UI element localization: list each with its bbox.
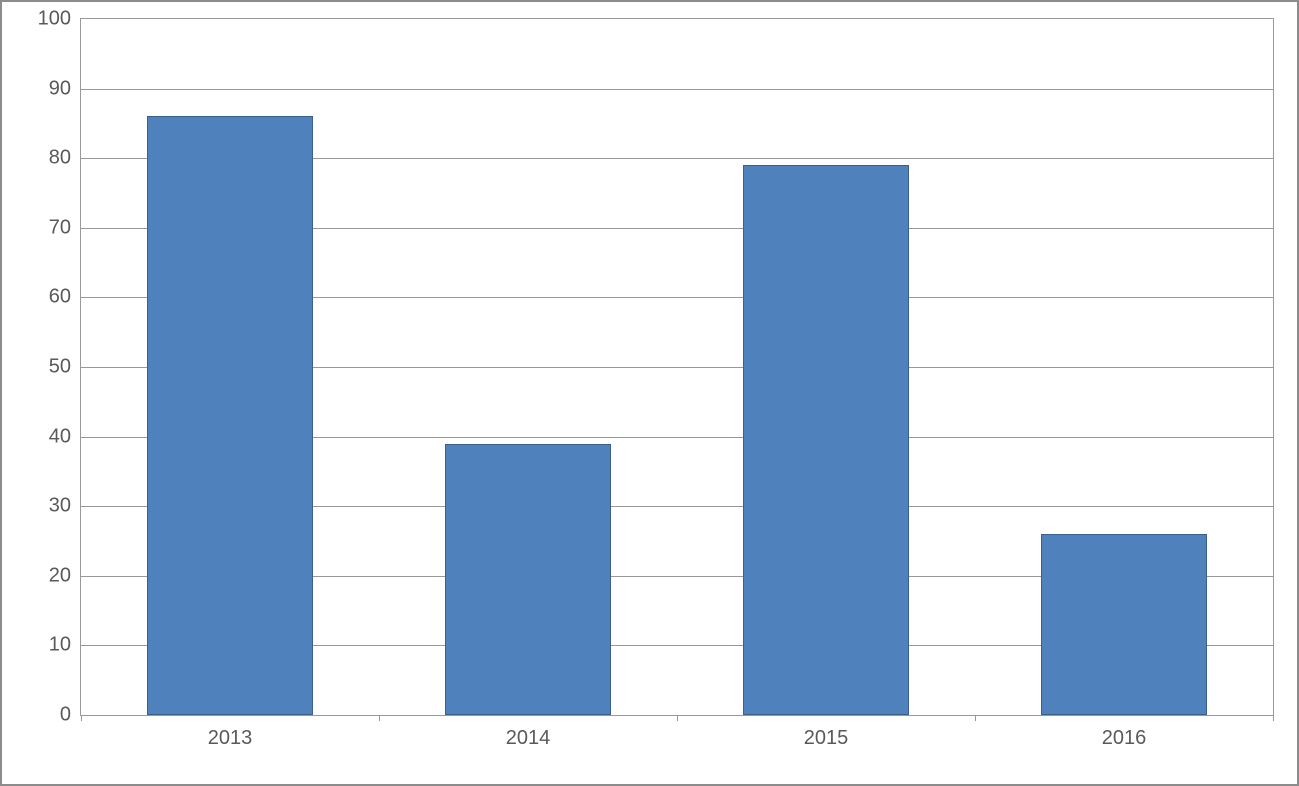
- y-tick-label: 80: [49, 147, 71, 170]
- x-tick-mark: [81, 715, 82, 721]
- x-tick-mark: [1273, 715, 1274, 721]
- x-tick-mark: [677, 715, 678, 721]
- y-tick-label: 10: [49, 634, 71, 657]
- y-tick-label: 50: [49, 356, 71, 379]
- chart-container: 0 10 20 30 40 50 60 70 80 90 100 2013 2014 2015 2016: [0, 0, 1299, 786]
- y-tick-label: 20: [49, 564, 71, 587]
- y-tick-label: 90: [49, 77, 71, 100]
- y-tick-label: 40: [49, 425, 71, 448]
- bar: [1041, 534, 1208, 715]
- x-tick-mark: [379, 715, 380, 721]
- x-tick-label: 2015: [804, 727, 849, 750]
- x-tick-label: 2013: [208, 727, 253, 750]
- y-tick-label: 60: [49, 286, 71, 309]
- gridline: [81, 89, 1273, 90]
- y-tick-label: 30: [49, 495, 71, 518]
- y-tick-label: 100: [38, 8, 71, 31]
- bar: [743, 165, 910, 715]
- y-tick-label: 70: [49, 216, 71, 239]
- chart-inner: 0 10 20 30 40 50 60 70 80 90 100 2013 2014 2015 2016: [10, 10, 1289, 776]
- x-tick-mark: [975, 715, 976, 721]
- x-tick-label: 2014: [506, 727, 551, 750]
- plot-area: 01020304050607080901002013201420152016: [80, 18, 1274, 716]
- bar: [147, 116, 314, 715]
- bar: [445, 444, 612, 715]
- y-tick-label: 0: [60, 704, 71, 727]
- x-tick-label: 2016: [1102, 727, 1147, 750]
